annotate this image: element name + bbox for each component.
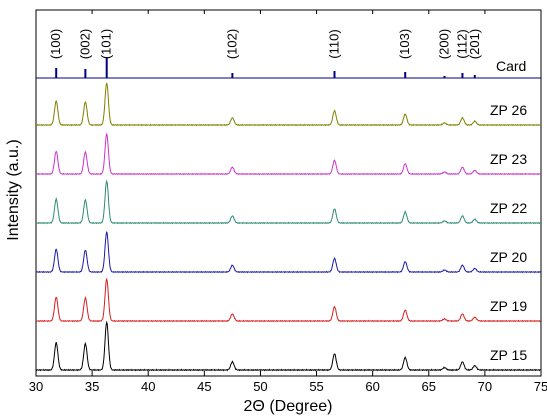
hkl-label: (112) [454,29,469,58]
series-layer: ZP 26 ZP 23 ZP 22 ZP 20 ZP 19 ZP 15 [35,82,542,372]
x-tick-label: 60 [365,379,379,394]
series-line-zp-22 [35,179,542,225]
series-line-zp-15 [35,320,542,372]
x-tick-label: 40 [141,379,155,394]
series-line-zp-20 [35,231,542,274]
x-tick-label: 45 [197,379,211,394]
hkl-label: (200) [436,29,451,59]
series-line-zp-26 [35,82,542,127]
series-label: ZP 15 [490,347,527,363]
hkl-label: (100) [48,29,63,59]
x-tick-label: 55 [309,379,323,394]
hkl-label: (102) [224,29,239,59]
series-label: ZP 19 [490,298,527,314]
plot-frame [35,9,542,377]
x-tick-label: 65 [422,379,436,394]
hkl-label: (110) [327,29,342,58]
y-axis-title: Intensity (a.u.) [5,139,22,240]
hkl-label: (101) [99,29,114,59]
series-label: ZP 22 [490,200,527,216]
x-tick-label: 75 [534,379,547,394]
x-tick-label: 50 [253,379,267,394]
x-axis-title: 2Θ (Degree) [244,398,333,415]
hkl-label: (002) [77,29,92,59]
series-label: ZP 23 [490,151,527,167]
x-tick-label: 70 [478,379,492,394]
hkl-label: (201) [467,29,482,59]
series-line-zp-23 [35,132,542,176]
x-axis-ticks: 30 35 40 45 50 55 60 65 70 75 [29,10,547,394]
series-line-zp-19 [35,277,542,323]
x-tick-label: 35 [85,379,99,394]
card-label: Card [496,58,526,74]
x-tick-label: 30 [29,379,43,394]
series-label: ZP 20 [490,249,527,265]
series-label: ZP 26 [490,102,527,118]
reference-card: (100) (002) (101) (102) (110) (103) (200) (112)… [48,29,526,78]
hkl-label: (103) [397,29,412,59]
